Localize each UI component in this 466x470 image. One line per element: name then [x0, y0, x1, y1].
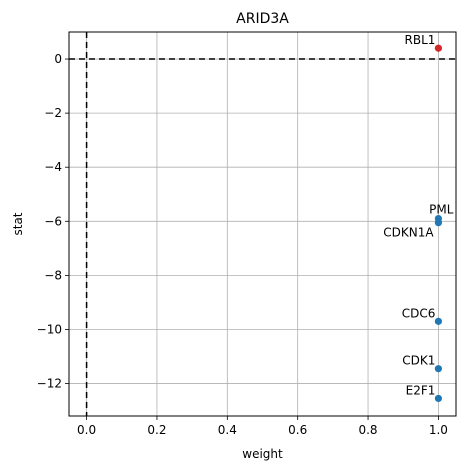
y-tick-label: −8 [44, 268, 62, 282]
y-tick-label: −4 [44, 160, 62, 174]
data-point-e2f1 [434, 394, 443, 403]
data-points [434, 44, 443, 403]
point-label-rbl1: RBL1 [405, 33, 436, 47]
chart-title: ARID3A [236, 11, 289, 27]
point-label-cdkn1a: CDKN1A [383, 226, 434, 240]
x-axis-label: weight [242, 447, 283, 461]
data-point-cdc6 [434, 317, 443, 325]
y-tick-label: −10 [37, 322, 62, 336]
point-label-e2f1: E2F1 [406, 383, 436, 397]
data-point-rbl1 [434, 44, 443, 52]
x-tick-label: 1.0 [429, 423, 448, 437]
x-tick-label: 0.8 [358, 423, 377, 437]
point-label-cdc6: CDC6 [402, 306, 436, 320]
point-labels: RBL1 PML CDKN1A CDC6 CDK1 E2F1 [383, 33, 453, 397]
x-tick-label: 0.0 [77, 423, 96, 437]
y-tick-label: −2 [44, 106, 62, 120]
y-tick-label: 0 [54, 52, 62, 66]
reference-lines [69, 32, 456, 416]
y-axis-label: stat [11, 212, 25, 235]
x-tick-label: 0.6 [288, 423, 307, 437]
x-tick-label: 0.4 [218, 423, 237, 437]
point-label-pml: PML [429, 203, 454, 217]
x-tick-label: 0.2 [147, 423, 166, 437]
y-tick-label: −12 [37, 377, 62, 391]
y-axis-ticks: 0 −2 −4 −6 −8 −10 −12 [37, 52, 69, 391]
x-axis-ticks: 0.0 0.2 0.4 0.6 0.8 1.0 [77, 416, 448, 437]
plot-frame [68, 31, 457, 417]
y-tick-label: −6 [44, 214, 62, 228]
point-label-cdk1: CDK1 [402, 354, 435, 368]
data-point-cdkn1a [434, 219, 443, 227]
data-point-cdk1 [434, 365, 443, 373]
grid-lines [69, 32, 456, 416]
